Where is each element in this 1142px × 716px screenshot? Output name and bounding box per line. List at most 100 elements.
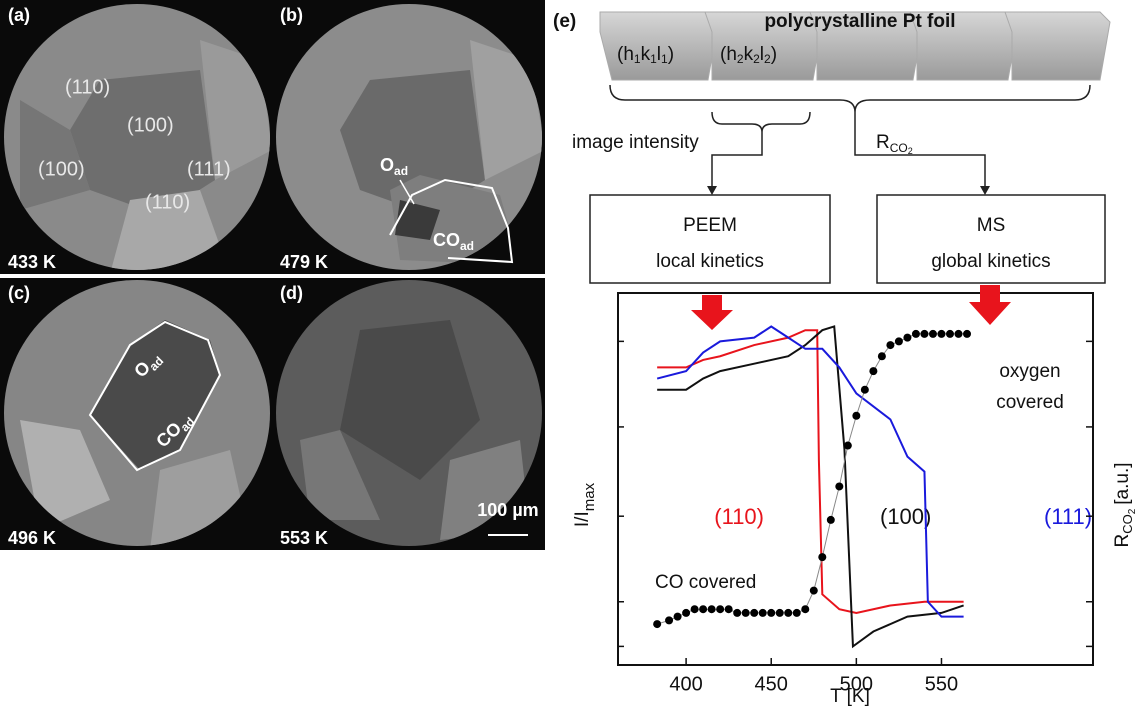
data-point	[691, 605, 699, 613]
arrow	[969, 285, 1011, 325]
data-point	[886, 341, 894, 349]
facet-label: (111)	[187, 158, 231, 180]
t: (h	[720, 44, 737, 65]
panel-label: (e)	[553, 11, 576, 32]
branch-label: RCO2	[876, 132, 913, 156]
data-point	[878, 352, 886, 360]
t: )	[668, 44, 674, 65]
data-point	[801, 605, 809, 613]
t: (h	[617, 44, 634, 65]
data-point	[750, 609, 758, 617]
data-point	[937, 330, 945, 338]
facet-label: (110)	[65, 76, 110, 98]
data-point	[827, 516, 835, 524]
data-point	[946, 330, 954, 338]
annotation: covered	[996, 392, 1064, 413]
data-point	[776, 609, 784, 617]
t: 2	[908, 146, 913, 156]
data-point	[708, 605, 716, 613]
page: {"images":{"panels":[ {"label":"(a)","te…	[0, 0, 1142, 716]
data-point	[920, 330, 928, 338]
data-point	[716, 605, 724, 613]
y2-axis-label: RCO2 [a.u.]	[1112, 462, 1138, 547]
arrow	[691, 295, 733, 330]
branch-label: image intensity	[572, 132, 699, 153]
t: CO	[890, 141, 908, 155]
data-point	[793, 609, 801, 617]
data-point	[895, 337, 903, 345]
series-label: (111)	[1044, 504, 1092, 529]
t: max	[581, 482, 598, 511]
temperature: 479 K	[280, 252, 328, 272]
data-point	[955, 330, 963, 338]
t: 2	[1127, 508, 1138, 514]
data-point	[665, 616, 673, 624]
data-point	[861, 386, 869, 394]
x-tick-label: 550	[925, 673, 958, 695]
data-point	[912, 330, 920, 338]
data-point	[784, 609, 792, 617]
data-point	[929, 330, 937, 338]
data-point	[733, 609, 741, 617]
data-point	[767, 609, 775, 617]
t: R	[876, 132, 890, 153]
temperature: 553 K	[280, 528, 328, 548]
subscript: ad	[460, 239, 474, 253]
data-point	[903, 334, 911, 342]
arrowhead	[707, 186, 717, 195]
diagram: (e) polycrystalline Pt foil (h1k1l1) (h2…	[553, 11, 1110, 283]
annotation: CO covered	[655, 572, 756, 593]
figure: (a) (b) (c) (d) 433 K 479 K 496 K 553 K …	[0, 0, 1142, 716]
data-point	[835, 482, 843, 490]
t: k	[641, 44, 651, 65]
foil-label: polycrystalline Pt foil	[764, 11, 955, 32]
y-axis-label: I/Imax	[572, 482, 598, 527]
series-label: (110)	[714, 504, 764, 529]
t: CO	[1120, 514, 1135, 534]
facet-label: (100)	[38, 158, 85, 180]
data-point	[742, 609, 750, 617]
data-point	[759, 609, 767, 617]
facet-label: (100)	[127, 114, 174, 136]
scale-label: 100 µm	[477, 500, 538, 520]
data-point	[844, 442, 852, 450]
x-tick-label: 450	[755, 673, 788, 695]
t: [a.u.]	[1112, 462, 1133, 504]
t: )	[771, 44, 777, 65]
subscript: ad	[394, 164, 408, 178]
data-point	[653, 620, 661, 628]
box-subtitle: global kinetics	[931, 251, 1050, 272]
panel-label: (d)	[280, 283, 303, 303]
data-point	[682, 609, 690, 617]
panel-label: (b)	[280, 5, 303, 25]
x-tick-label: 400	[669, 673, 702, 695]
x-tick-label: 500	[840, 673, 873, 695]
series-label: (100)	[880, 504, 931, 529]
panel-label: (a)	[8, 5, 30, 25]
data-point	[810, 587, 818, 595]
data-point	[818, 553, 826, 561]
t: R	[1112, 534, 1133, 548]
data-point	[674, 613, 682, 621]
box-title: MS	[977, 215, 1006, 236]
data-point	[699, 605, 707, 613]
adsorbate: O	[380, 155, 394, 175]
arrowhead	[980, 186, 990, 195]
data-point	[963, 330, 971, 338]
data-point	[869, 367, 877, 375]
data-point	[852, 412, 860, 420]
adsorbate: CO	[433, 230, 460, 250]
t: I/I	[572, 511, 593, 527]
annotation: oxygen	[999, 361, 1060, 382]
peem-images: (a) (b) (c) (d) 433 K 479 K 496 K 553 K …	[0, 0, 545, 550]
box-subtitle: local kinetics	[656, 251, 764, 272]
plot-frame	[618, 293, 1093, 665]
temperature: 433 K	[8, 252, 56, 272]
series-line	[657, 330, 963, 613]
panel-label: (c)	[8, 283, 30, 303]
t: k	[744, 44, 754, 65]
temperature: 496 K	[8, 528, 56, 548]
data-point	[725, 605, 733, 613]
facet-label: (110)	[145, 191, 190, 213]
box-title: PEEM	[683, 215, 737, 236]
